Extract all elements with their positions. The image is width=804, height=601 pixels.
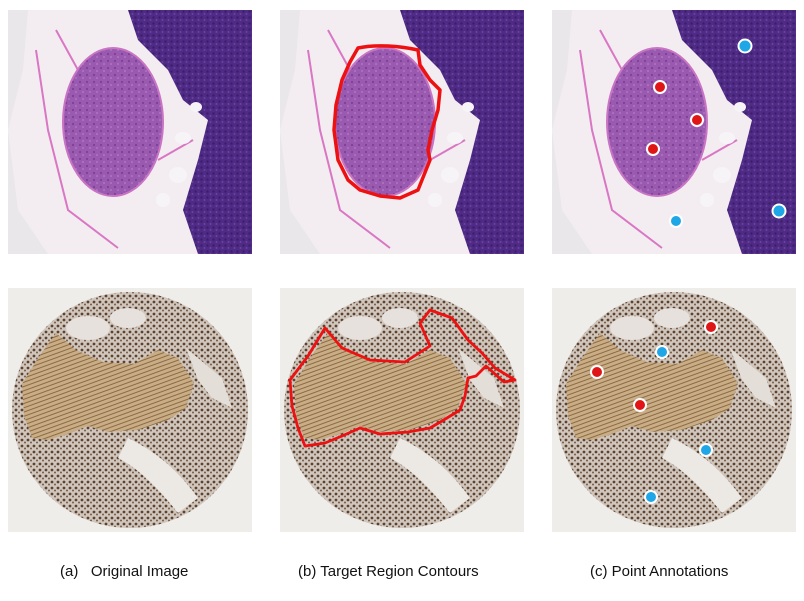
he-target-contour bbox=[332, 44, 442, 200]
caption-a: (a) Original Image bbox=[60, 563, 188, 580]
he-original-image bbox=[8, 10, 252, 254]
positive-point bbox=[590, 365, 604, 379]
he-original-tissue bbox=[8, 10, 252, 254]
caption-c: (c) Point Annotations bbox=[590, 563, 729, 580]
ihc-contour-tissue bbox=[280, 288, 524, 532]
he-contour-tissue bbox=[280, 10, 524, 254]
caption-b: (b) Target Region Contours bbox=[298, 563, 479, 580]
caption-a-prefix: (a) bbox=[60, 563, 79, 580]
he-contour-image bbox=[280, 10, 524, 254]
ihc-original-tissue bbox=[8, 288, 252, 532]
positive-point bbox=[653, 80, 667, 94]
negative-point bbox=[669, 214, 683, 228]
ihc-contour-image bbox=[280, 288, 524, 532]
negative-point bbox=[655, 345, 669, 359]
negative-point bbox=[699, 443, 713, 457]
negative-point bbox=[737, 38, 753, 54]
positive-point bbox=[704, 320, 718, 334]
positive-point bbox=[646, 142, 660, 156]
negative-point bbox=[771, 203, 787, 219]
ihc-target-contour bbox=[288, 308, 517, 448]
positive-point bbox=[690, 113, 704, 127]
ihc-points-image bbox=[552, 288, 796, 532]
caption-a-label: Original Image bbox=[90, 563, 189, 580]
ihc-points-tissue bbox=[552, 288, 796, 532]
he-points-image bbox=[552, 10, 796, 254]
he-points-tissue bbox=[552, 10, 796, 254]
negative-point bbox=[644, 490, 658, 504]
positive-point bbox=[633, 398, 647, 412]
ihc-original-image bbox=[8, 288, 252, 532]
